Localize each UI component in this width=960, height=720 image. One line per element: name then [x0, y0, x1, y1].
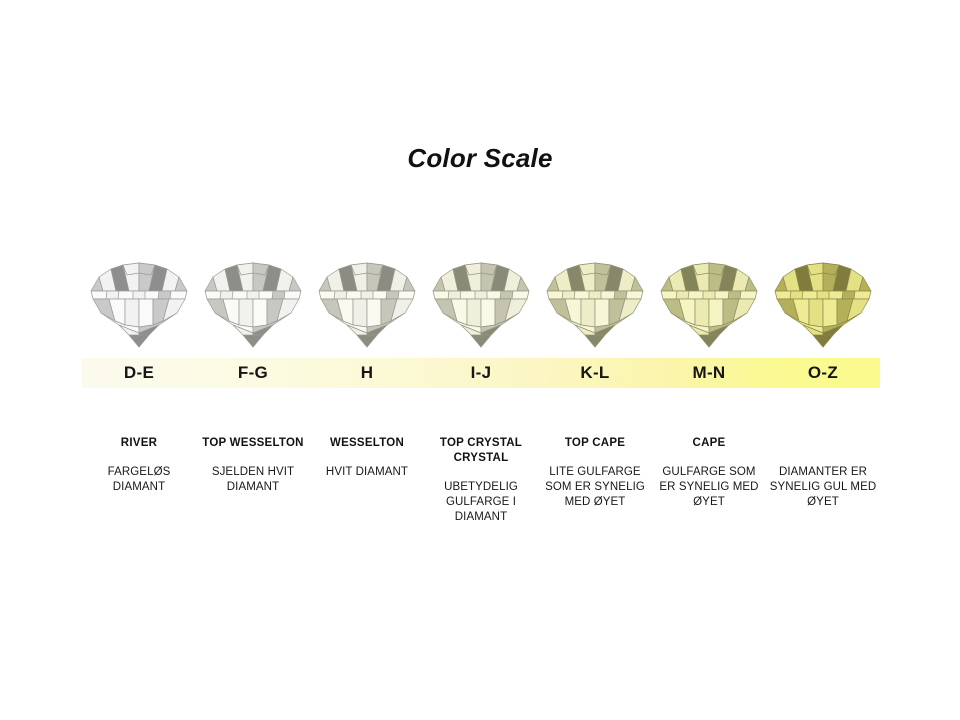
grade-name-heading: TOP WESSELTON: [202, 437, 304, 449]
diamond-cell: [310, 255, 424, 355]
diamond-cell: [82, 255, 196, 355]
grade-description-text: FARGELØS DIAMANT: [107, 466, 171, 493]
grade-label-h: H: [360, 363, 374, 382]
description-cell: DIAMANTER ER SYNELIG GUL MED ØYET: [766, 436, 880, 525]
description-cell: WESSELTON HVIT DIAMANT: [310, 436, 424, 525]
grade-label-k-l: K-L: [580, 363, 610, 382]
diamond-illustration-row: [82, 255, 880, 355]
grade-label-f-g: F-G: [237, 363, 269, 382]
diamond-d-e: [90, 262, 188, 348]
diamond-o-z: [774, 262, 872, 348]
diamond-cell: [538, 255, 652, 355]
diamond-m-n: [660, 262, 758, 348]
diamond-k-l: [546, 262, 644, 348]
grade-description-text: GULFARGE SOM ER SYNELIG MED ØYET: [659, 466, 759, 508]
description-cell: TOP CRYSTAL CRYSTAL UBETYDELIG GULFARGE I…: [424, 436, 538, 525]
grade-label-d-e: D-E: [123, 363, 155, 382]
diamond-h: [318, 262, 416, 348]
diamond-cell: [652, 255, 766, 355]
description-cell: CAPE GULFARGE SOM ER SYNELIG MED ØYET: [652, 436, 766, 525]
page-title: Color Scale: [407, 143, 553, 173]
grade-description-text: HVIT DIAMANT: [325, 466, 409, 478]
diamond-i-j: [432, 262, 530, 348]
diamond-f-g: [204, 262, 302, 348]
grade-name-heading: TOP CAPE: [564, 437, 626, 449]
grade-description-text: LITE GULFARGE SOM ER SYNELIG MED ØYET: [545, 466, 645, 508]
grade-name-heading: WESSELTON: [329, 437, 405, 449]
grade-name-heading: CAPE: [692, 437, 726, 449]
description-cell: TOP WESSELTON SJELDEN HVIT DIAMANT: [196, 436, 310, 525]
diamond-cell: [424, 255, 538, 355]
description-cell: TOP CAPE LITE GULFARGE SOM ER SYNELIG MED…: [538, 436, 652, 525]
diamond-cell: [766, 255, 880, 355]
grade-name-heading: [769, 436, 877, 451]
grade-name-heading: RIVER: [120, 437, 158, 449]
diamond-cell: [196, 255, 310, 355]
grade-name-heading: TOP CRYSTAL CRYSTAL: [439, 437, 523, 464]
grade-description-text: UBETYDELIG GULFARGE I DIAMANT: [444, 481, 518, 523]
color-grade-strip: D-E F-G H I-J K-L M-N O-Z: [82, 358, 880, 388]
grade-label-o-z: O-Z: [807, 363, 839, 382]
description-cell: RIVER FARGELØS DIAMANT: [82, 436, 196, 525]
grade-description-text: DIAMANTER ER SYNELIG GUL MED ØYET: [769, 466, 877, 508]
grade-description-text: SJELDEN HVIT DIAMANT: [211, 466, 295, 493]
grade-label-i-j: I-J: [470, 363, 492, 382]
description-row: RIVER FARGELØS DIAMANT TOP WESSELTON SJELDE…: [82, 436, 880, 525]
grade-label-m-n: M-N: [692, 363, 726, 382]
